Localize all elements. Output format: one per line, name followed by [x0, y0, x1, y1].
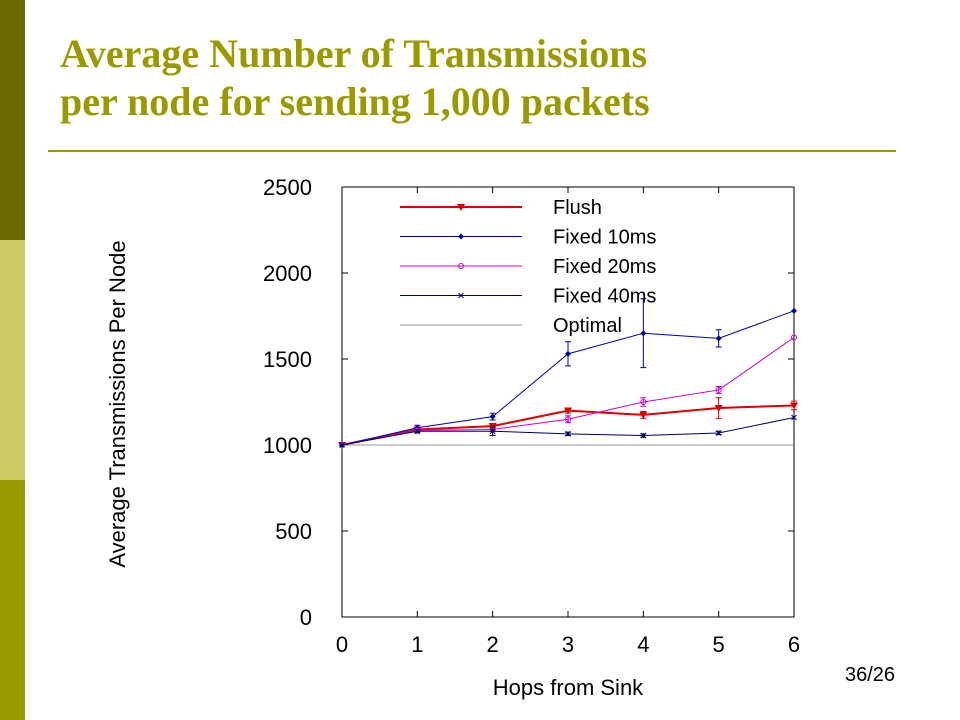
side-bar-bottom — [0, 480, 25, 720]
marker-stroke — [489, 428, 496, 435]
data-point-fixed-40ms — [565, 430, 571, 437]
data-point-fixed-20ms — [640, 399, 647, 405]
data-point-fixed-40ms — [414, 428, 421, 435]
legend-entry: Flush — [400, 197, 602, 219]
y-axis-label: Average Transmissions Per Node — [105, 240, 130, 567]
slide-title: Average Number of Transmissions per node… — [60, 30, 920, 126]
legend-marker — [458, 292, 464, 299]
legend-entry: Fixed 10ms — [400, 227, 656, 249]
legend-label: Fixed 10ms — [553, 227, 656, 249]
legend-label: Fixed 20ms — [553, 256, 656, 278]
data-point-fixed-20ms — [791, 334, 797, 341]
y-tick-label: 1500 — [263, 347, 312, 372]
y-tick-label: 0 — [300, 605, 312, 630]
legend-label: Flush — [553, 197, 602, 219]
data-point-fixed-20ms — [715, 386, 722, 393]
axis-ticks: 0 500 1000 1500 2000 2500 0 1 2 3 4 5 6 — [263, 175, 800, 657]
data-point-fixed-40ms — [715, 430, 722, 436]
legend-marker — [458, 263, 464, 269]
legend-label: Optimal — [553, 315, 622, 337]
x-tick-label: 5 — [713, 632, 725, 657]
data-point-fixed-40ms — [640, 432, 647, 439]
side-bar-middle — [0, 240, 25, 480]
data-point-fixed-10ms — [489, 413, 496, 420]
marker-stroke — [565, 430, 571, 437]
legend-entry: Fixed 40ms — [400, 286, 656, 308]
y-tick-label: 500 — [275, 519, 312, 544]
data-point-fixed-10ms — [715, 335, 722, 342]
y-tick-label: 1000 — [263, 433, 312, 458]
title-underline — [48, 150, 896, 152]
slide-title-line-1: Average Number of Transmissions — [60, 31, 648, 76]
marker-stroke — [458, 292, 464, 299]
legend-marker — [457, 204, 465, 211]
x-tick-label: 3 — [562, 632, 574, 657]
slide-title-line-2: per node for sending 1,000 packets — [60, 79, 650, 124]
data-point-fixed-10ms — [791, 307, 797, 314]
data-point-fixed-40ms — [339, 442, 345, 448]
data-point-flush — [714, 405, 723, 413]
series-layer — [338, 298, 798, 449]
data-point-flush — [639, 411, 648, 419]
legend-entry: Optimal — [400, 315, 622, 337]
y-tick-label: 2500 — [263, 175, 312, 200]
side-bar-top — [0, 0, 25, 240]
x-tick-label: 1 — [411, 632, 423, 657]
data-point-fixed-10ms — [565, 350, 571, 357]
legend-label: Fixed 40ms — [553, 286, 656, 308]
series-fixed-40ms — [339, 414, 797, 448]
data-point-fixed-40ms — [791, 414, 797, 421]
x-tick-label: 4 — [637, 632, 649, 657]
marker-stroke — [640, 432, 647, 439]
x-tick-label: 0 — [336, 632, 348, 657]
marker-stroke — [414, 428, 421, 435]
legend-entry: Fixed 20ms — [400, 256, 656, 278]
plot-frame — [341, 186, 795, 618]
legend: Flush Fixed 10ms Fixed 20ms Fixed 40ms Optim… — [400, 197, 656, 337]
data-point-flush — [790, 402, 798, 410]
marker-stroke — [715, 430, 722, 436]
marker-stroke — [791, 414, 797, 421]
y-tick-label: 2000 — [263, 261, 312, 286]
data-point-fixed-10ms — [640, 330, 647, 337]
x-tick-label: 6 — [788, 632, 800, 657]
data-point-flush — [564, 407, 572, 415]
legend-marker — [458, 233, 464, 240]
x-axis-label: Hops from Sink — [493, 675, 644, 700]
series-flush — [338, 397, 798, 449]
data-point-fixed-20ms — [565, 416, 571, 423]
x-tick-label: 2 — [487, 632, 499, 657]
page-number: 36/26 — [845, 664, 896, 686]
marker-stroke — [339, 442, 345, 448]
data-point-fixed-40ms — [489, 428, 496, 435]
